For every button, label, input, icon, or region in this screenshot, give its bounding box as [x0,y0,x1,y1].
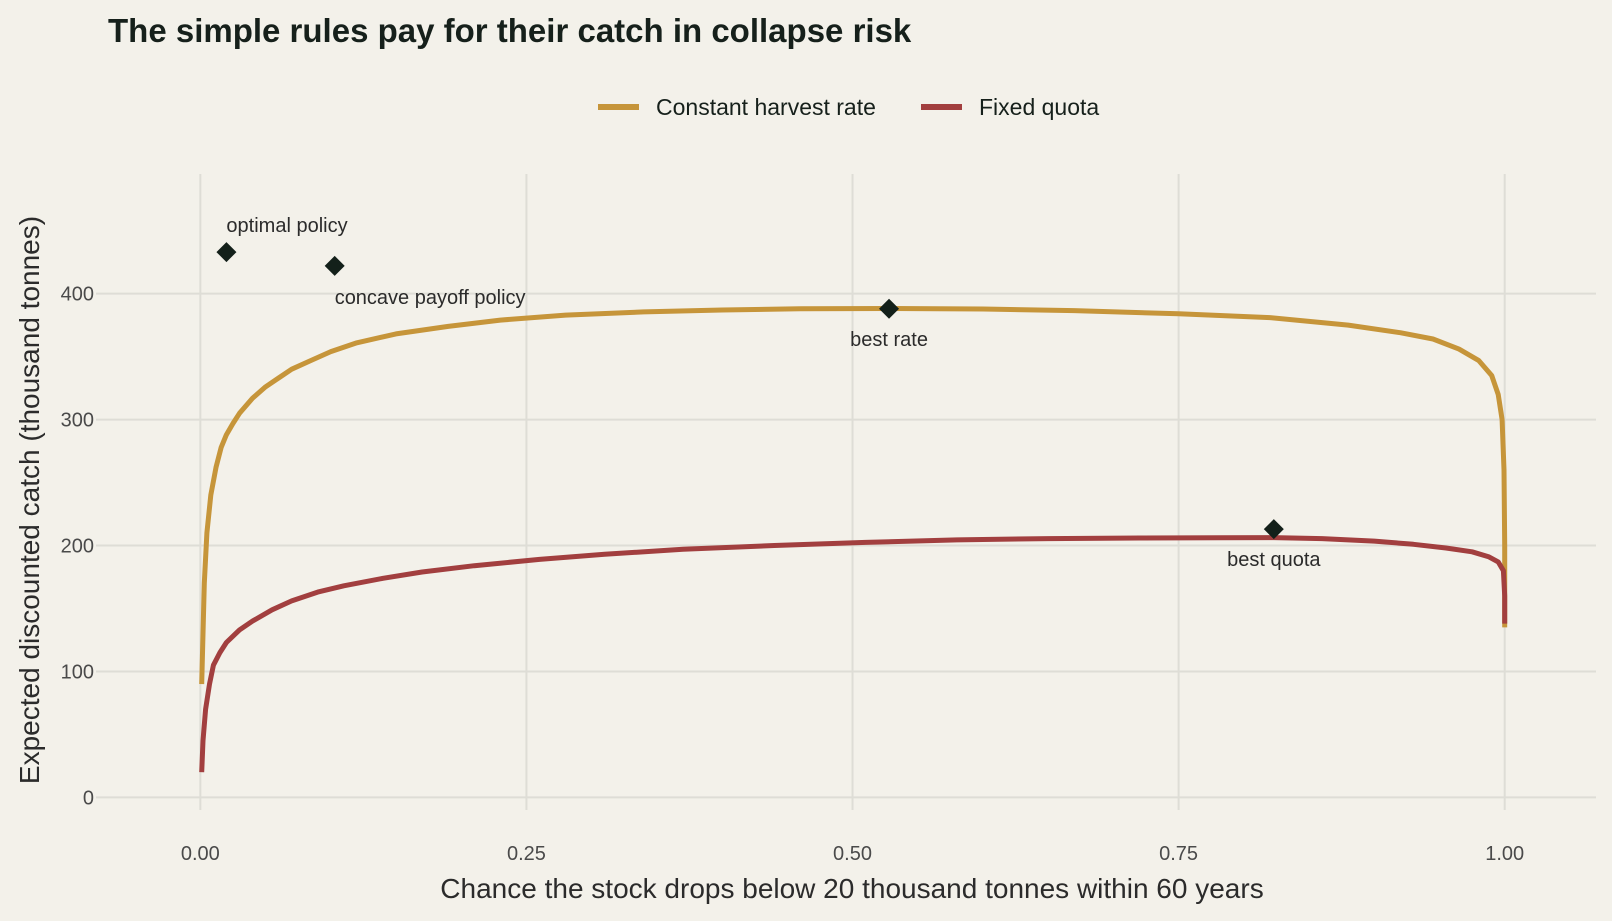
y-tick-label-0: 0 [83,787,94,809]
series-line-fixed-quota [199,535,1508,773]
y-tick-label-100: 100 [61,661,94,683]
legend-label-fixed-quota: Fixed quota [979,94,1099,120]
legend-label-constant-harvest-rate: Constant harvest rate [656,94,876,120]
x-axis-title: Chance the stock drops below 20 thousand… [440,873,1263,904]
tick-labels: 0.00 0.25 0.50 0.75 1.00 0 100 200 300 400 [61,284,1525,865]
series-line-constant-harvest-rate [199,306,1508,685]
annotation-best-rate: best rate [850,329,928,351]
series-lines [199,306,1508,773]
x-tick-label-0-50: 0.50 [833,843,872,865]
marker-best-rate [879,298,900,319]
gridlines [96,174,1596,810]
y-tick-label-300: 300 [61,410,94,432]
annotation-concave-payoff-policy: concave payoff policy [335,287,526,309]
x-tick-label-1-00: 1.00 [1485,843,1524,865]
x-tick-label-0-25: 0.25 [507,843,546,865]
chart-title: The simple rules pay for their catch in … [108,12,912,49]
annotation-best-quota: best quota [1227,549,1321,571]
annotations: optimal policy concave payoff policy best … [216,215,1321,571]
annotation-optimal-policy: optimal policy [226,215,347,237]
y-tick-label-200: 200 [61,536,94,558]
x-tick-label-0-75: 0.75 [1159,843,1198,865]
y-tick-label-400: 400 [61,284,94,306]
y-axis-title: Expected discounted catch (thousand tonn… [14,216,45,784]
marker-concave-payoff-policy [324,255,345,276]
marker-optimal-policy [216,242,237,263]
legend: Constant harvest rate Fixed quota [598,94,1099,120]
marker-best-quota [1263,519,1284,540]
x-tick-label-0-00: 0.00 [181,843,220,865]
